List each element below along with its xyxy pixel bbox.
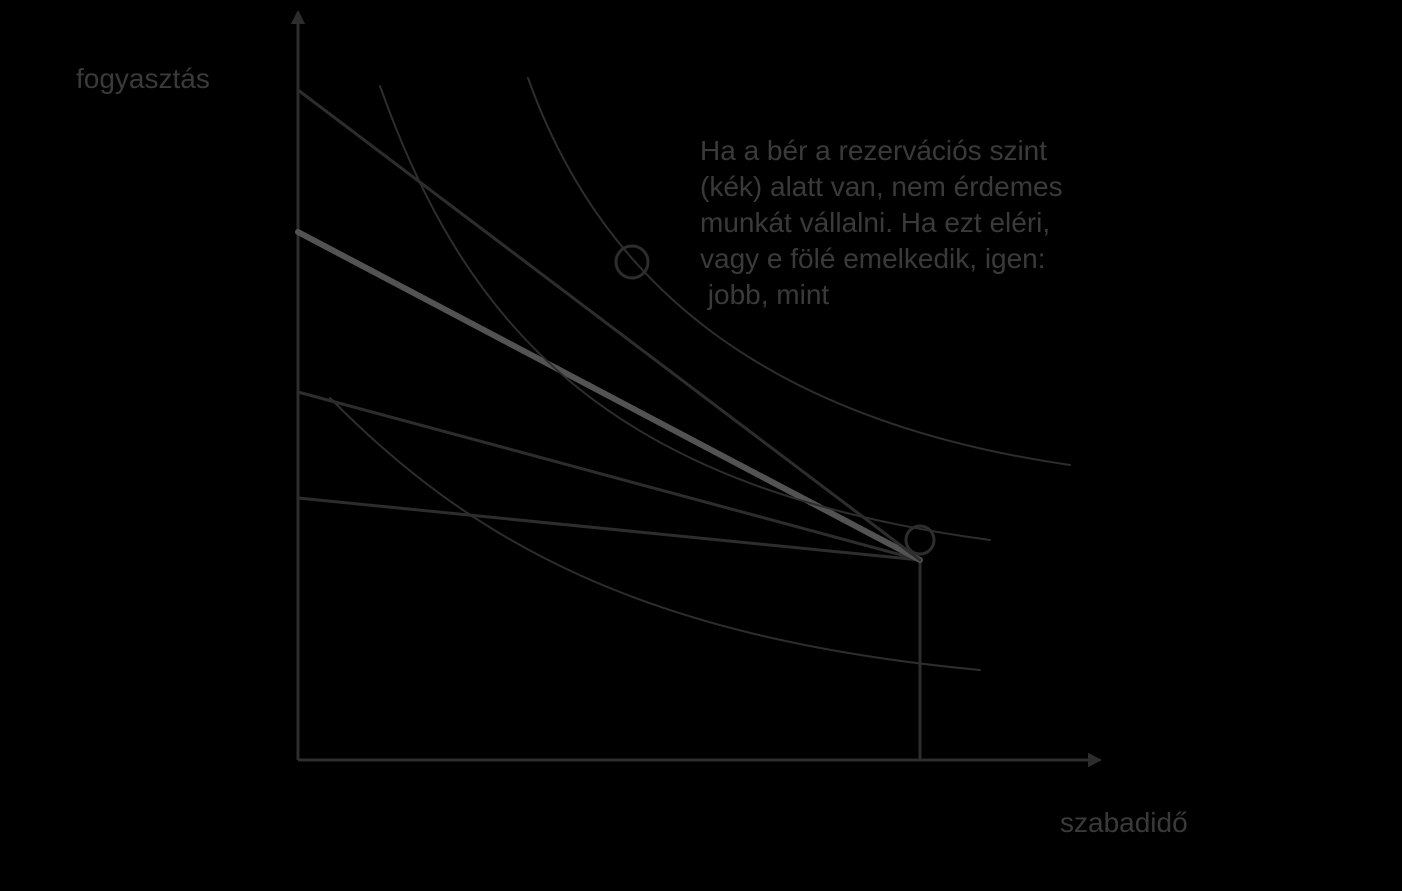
explanation-line: vagy e fölé emelkedik, igen: [700, 243, 1046, 274]
y-axis-label: fogyasztás [76, 63, 210, 94]
explanation-line: (kék) alatt van, nem érdemes [700, 171, 1063, 202]
explanation-line: munkát vállalni. Ha ezt eléri, [700, 207, 1050, 238]
explanation-line: Ha a bér a rezervációs szint [700, 135, 1047, 166]
economics-diagram: fogyasztás szabadidő Ha a bér a rezervác… [0, 0, 1402, 891]
x-axis-label: szabadidő [1060, 807, 1188, 838]
explanation-line: jobb, mint [700, 279, 829, 310]
